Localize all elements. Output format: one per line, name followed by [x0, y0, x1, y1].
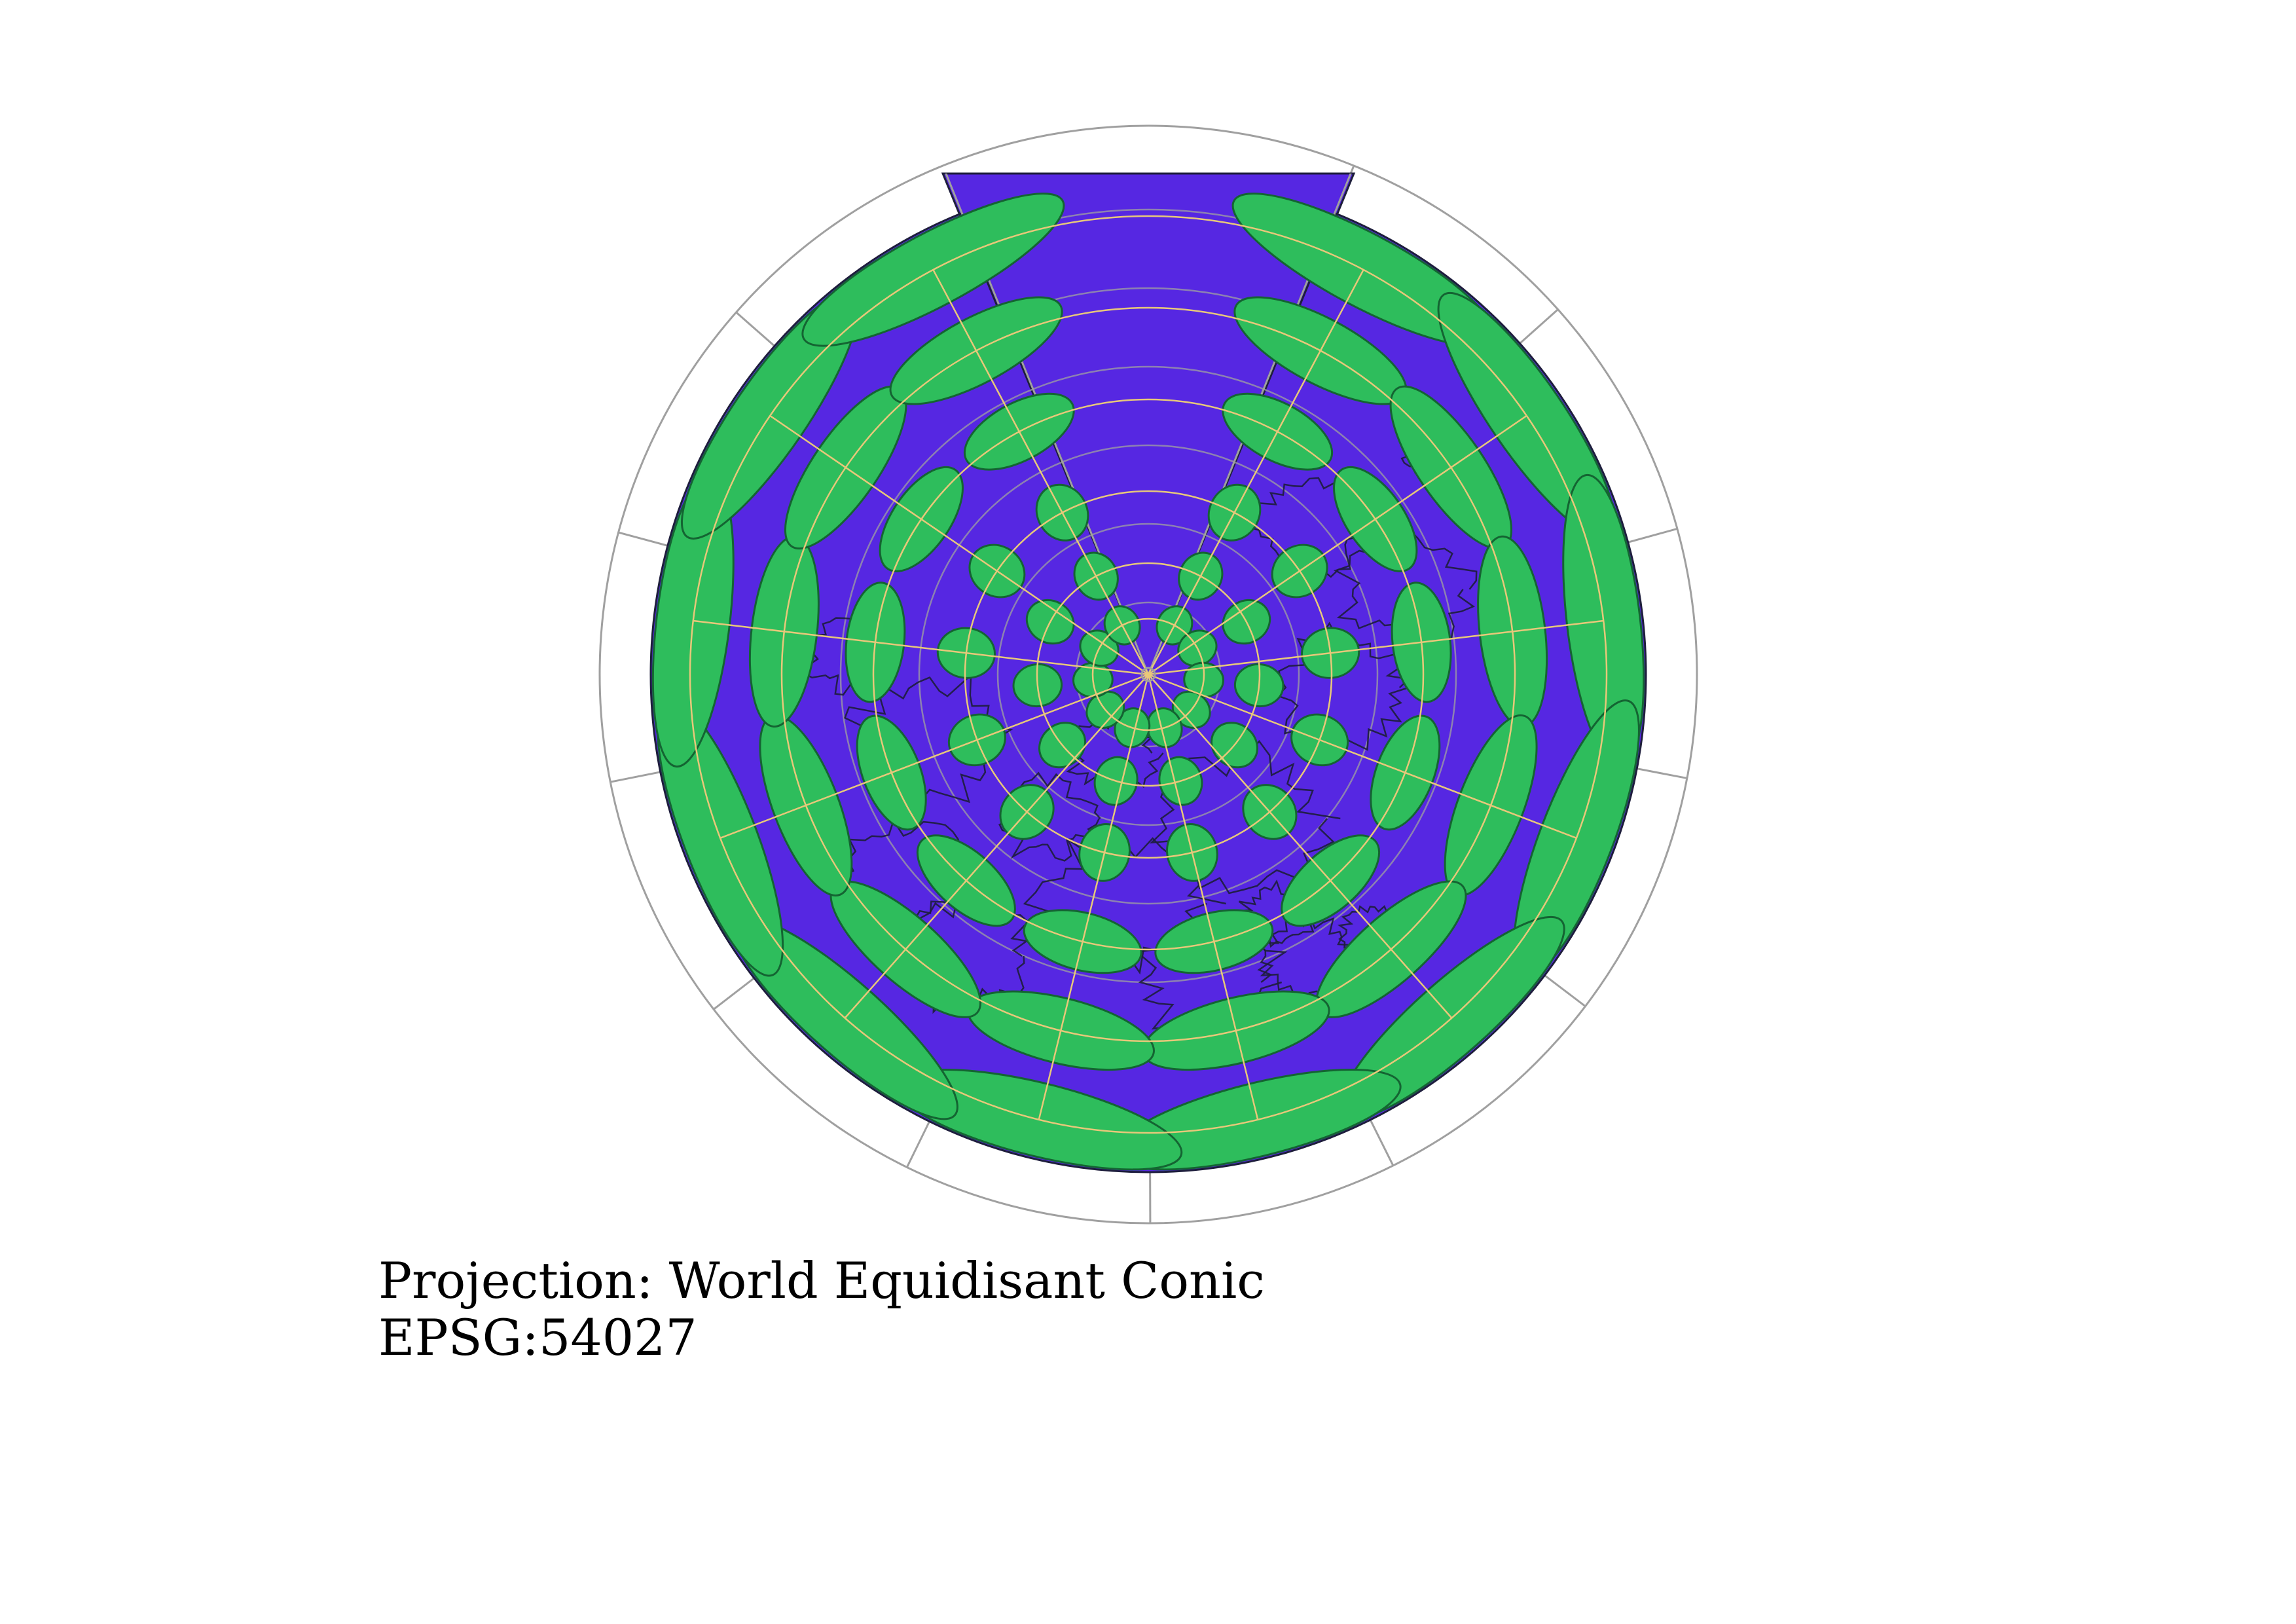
tissot-construction-spoke	[693, 619, 1149, 676]
tissot-indicatrices	[651, 193, 1645, 1171]
tissot-construction-spoke	[844, 674, 1149, 1019]
graticule-ring	[996, 523, 1300, 826]
coastline	[831, 819, 970, 923]
frame-radial-line	[735, 311, 780, 352]
frame-radial-line	[1621, 528, 1678, 545]
tissot-construction-spoke	[1147, 674, 1259, 1120]
frame-radial-line	[1539, 970, 1586, 1007]
frame-radial-line	[1366, 1113, 1394, 1166]
pole-center-marker	[1140, 667, 1156, 682]
graticule-ring	[918, 444, 1379, 905]
tissot-construction-ring	[780, 306, 1516, 1043]
projection-caption: Projection: World Equidisant Conic	[378, 1251, 1265, 1310]
tissot-construction-spoke	[1148, 674, 1453, 1019]
tissot-construction-spoke	[1038, 674, 1150, 1120]
epsg-code-caption: EPSG:54027	[378, 1308, 697, 1367]
frame-radial-line	[713, 973, 760, 1010]
graticule-ring	[839, 365, 1457, 984]
frame-radial-line	[1630, 766, 1688, 779]
tissot-construction-spoke	[932, 269, 1150, 675]
tissot-construction-ring	[872, 398, 1425, 951]
tissot-construction-spoke	[1147, 269, 1364, 675]
tissot-construction-lines	[689, 215, 1608, 1134]
tissot-construction-spoke	[1148, 673, 1577, 839]
frame-radial-line	[905, 1115, 934, 1168]
tissot-construction-spoke	[720, 673, 1149, 839]
tissot-construction-ring	[689, 215, 1608, 1134]
frame-radial-line	[618, 531, 674, 549]
frame-radial-line	[1514, 308, 1559, 349]
tissot-construction-ring	[1036, 562, 1261, 787]
tissot-construction-spoke	[769, 415, 1149, 676]
tissot-construction-spoke	[1148, 415, 1527, 676]
coastline	[1149, 740, 1341, 895]
tissot-construction-spoke	[1148, 619, 1604, 676]
frame-radial-line	[610, 769, 667, 783]
tissot-construction-ring	[1091, 618, 1205, 731]
map-frame-circle	[598, 124, 1698, 1225]
tissot-construction-ring	[964, 490, 1333, 859]
